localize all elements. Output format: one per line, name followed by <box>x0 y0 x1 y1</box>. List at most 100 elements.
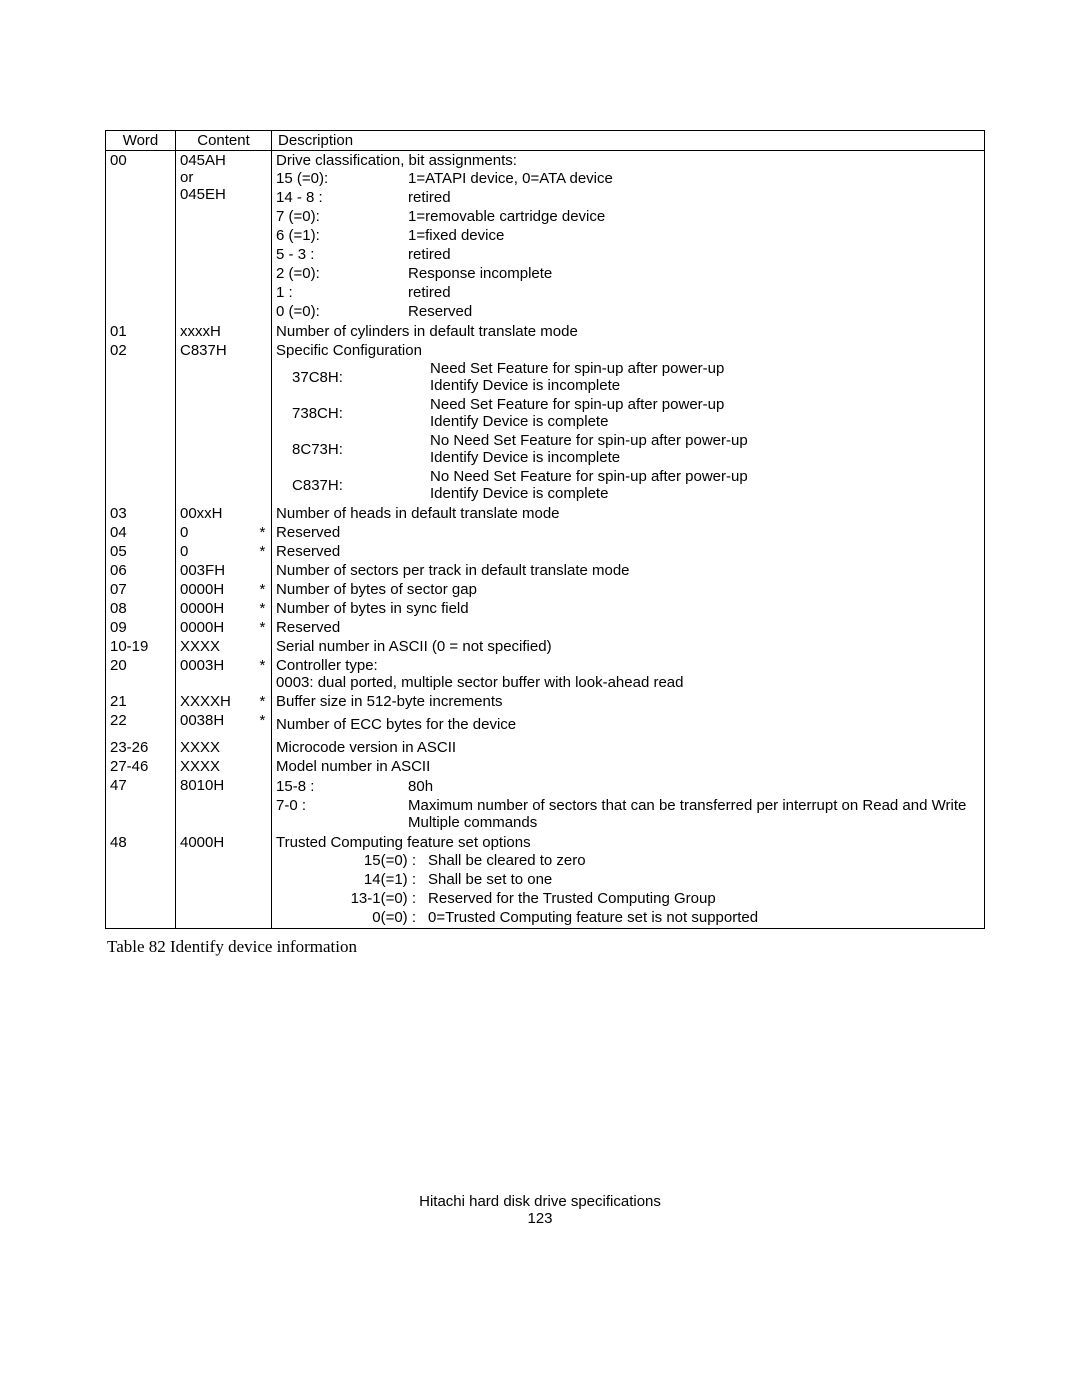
cell-description: Model number in ASCII <box>272 757 985 776</box>
bit-value: Maximum number of sectors that can be tr… <box>408 796 980 832</box>
bit-value: 80h <box>408 777 980 796</box>
cell-content: XXXXH <box>176 692 256 711</box>
cell-star <box>256 561 272 580</box>
cell-star: * <box>256 580 272 599</box>
cell-word: 08 <box>106 599 176 618</box>
cell-description: Reserved <box>272 542 985 561</box>
cell-description: Number of ECC bytes for the device <box>272 711 985 738</box>
cell-star: * <box>256 692 272 711</box>
cell-content: 0003H <box>176 656 256 692</box>
bit-value: Shall be cleared to zero <box>428 851 980 870</box>
cell-description: Specific Configuration37C8H:Need Set Fea… <box>272 341 985 504</box>
bit-value: retired <box>408 283 980 302</box>
table-row: 478010H 15-8 :80h7-0 :Maximum number of s… <box>106 776 985 833</box>
cell-word: 04 <box>106 523 176 542</box>
bit-key: 14(=1) : <box>276 870 428 889</box>
table-row: 01xxxxH Number of cylinders in default tr… <box>106 322 985 341</box>
cell-content: XXXX <box>176 738 256 757</box>
bit-value: 1=ATAPI device, 0=ATA device <box>408 169 980 188</box>
cell-content: 0000H <box>176 599 256 618</box>
cell-word: 02 <box>106 341 176 504</box>
code-key: C837H: <box>276 467 430 503</box>
cell-description: Number of heads in default translate mod… <box>272 504 985 523</box>
bit-key: 5 - 3 : <box>276 245 408 264</box>
table-row: 21XXXXH*Buffer size in 512-byte incremen… <box>106 692 985 711</box>
cell-word: 48 <box>106 833 176 929</box>
cell-star <box>256 637 272 656</box>
code-key: 37C8H: <box>276 359 430 395</box>
cell-word: 03 <box>106 504 176 523</box>
footer-page-number: 123 <box>0 1210 1080 1227</box>
cell-description: Drive classification, bit assignments:15… <box>272 151 985 323</box>
cell-content: 8010H <box>176 776 256 833</box>
header-content: Content <box>176 131 272 151</box>
bit-value: 1=removable cartridge device <box>408 207 980 226</box>
bit-key: 7-0 : <box>276 796 408 832</box>
bit-value: 1=fixed device <box>408 226 980 245</box>
bit-key: 13-1(=0) : <box>276 889 428 908</box>
cell-content: 0000H <box>176 580 256 599</box>
bit-value: Shall be set to one <box>428 870 980 889</box>
bit-key: 15 (=0): <box>276 169 408 188</box>
cell-star: * <box>256 656 272 692</box>
cell-content: C837H <box>176 341 256 504</box>
cell-word: 22 <box>106 711 176 738</box>
bit-key: 1 : <box>276 283 408 302</box>
table-row: 090000H*Reserved <box>106 618 985 637</box>
identify-device-table: Word Content Description 00045AHor045EHD… <box>105 130 985 929</box>
table-row: 050*Reserved <box>106 542 985 561</box>
cell-star <box>256 757 272 776</box>
bit-value: 0=Trusted Computing feature set is not s… <box>428 908 980 927</box>
table-row: 02C837HSpecific Configuration37C8H:Need … <box>106 341 985 504</box>
table-row: 040*Reserved <box>106 523 985 542</box>
table-row: 070000H*Number of bytes of sector gap <box>106 580 985 599</box>
cell-star <box>256 151 272 323</box>
cell-description: Buffer size in 512-byte increments <box>272 692 985 711</box>
bit-key: 0(=0) : <box>276 908 428 927</box>
bit-key: 0 (=0): <box>276 302 408 321</box>
cell-description: Serial number in ASCII (0 = not specifie… <box>272 637 985 656</box>
table-row: 06003FHNumber of sectors per track in de… <box>106 561 985 580</box>
cell-word: 10-19 <box>106 637 176 656</box>
cell-word: 23-26 <box>106 738 176 757</box>
table-row: 484000HTrusted Computing feature set opt… <box>106 833 985 929</box>
cell-content: xxxxH <box>176 322 256 341</box>
table-row: 10-19XXXXSerial number in ASCII (0 = not… <box>106 637 985 656</box>
cell-content: 0 <box>176 523 256 542</box>
table-row: 00045AHor045EHDrive classification, bit … <box>106 151 985 323</box>
cell-content: 0038H <box>176 711 256 738</box>
cell-word: 06 <box>106 561 176 580</box>
cell-description: Number of cylinders in default translate… <box>272 322 985 341</box>
table-row: 23-26XXXXMicrocode version in ASCII <box>106 738 985 757</box>
bit-key: 15(=0) : <box>276 851 428 870</box>
cell-description: Number of bytes in sync field <box>272 599 985 618</box>
cell-star <box>256 322 272 341</box>
cell-star <box>256 738 272 757</box>
cell-word: 00 <box>106 151 176 323</box>
cell-star <box>256 776 272 833</box>
cell-description: Number of bytes of sector gap <box>272 580 985 599</box>
cell-description: Reserved <box>272 618 985 637</box>
cell-word: 01 <box>106 322 176 341</box>
table-row: 27-46XXXXModel number in ASCII <box>106 757 985 776</box>
code-key: 8C73H: <box>276 431 430 467</box>
code-value: Need Set Feature for spin-up after power… <box>430 395 980 431</box>
cell-star <box>256 833 272 929</box>
cell-word: 09 <box>106 618 176 637</box>
cell-description: 15-8 :80h7-0 :Maximum number of sectors … <box>272 776 985 833</box>
cell-word: 20 <box>106 656 176 692</box>
header-word: Word <box>106 131 176 151</box>
cell-star <box>256 341 272 504</box>
cell-star <box>256 504 272 523</box>
table-row: 200003H*Controller type:0003: dual porte… <box>106 656 985 692</box>
cell-word: 21 <box>106 692 176 711</box>
cell-description: Number of sectors per track in default t… <box>272 561 985 580</box>
cell-star: * <box>256 711 272 738</box>
cell-content: 045AHor045EH <box>176 151 256 323</box>
cell-star: * <box>256 542 272 561</box>
code-key: 738CH: <box>276 395 430 431</box>
cell-description: Reserved <box>272 523 985 542</box>
footer-title: Hitachi hard disk drive specifications <box>0 1193 1080 1210</box>
cell-word: 47 <box>106 776 176 833</box>
bit-key: 2 (=0): <box>276 264 408 283</box>
